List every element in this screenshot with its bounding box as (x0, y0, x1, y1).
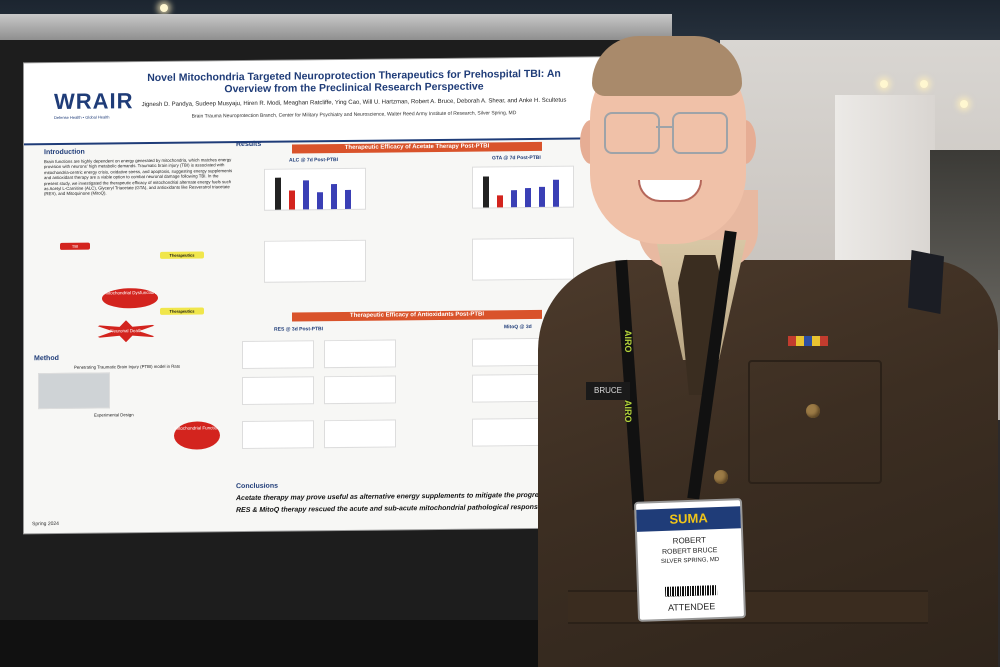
res-chart-5 (242, 420, 314, 450)
uniform-nametag: BRUCE (586, 382, 630, 400)
alc-chart-title: ALC @ 7d Post-PTBI (289, 157, 339, 164)
jacket-button (714, 470, 728, 484)
chart-bar (331, 183, 337, 210)
antioxidant-section-bar: Therapeutic Efficacy of Antioxidants Pos… (292, 309, 542, 322)
badge-role: ATTENDEE (667, 601, 716, 613)
chest-pocket (748, 360, 882, 484)
ceiling-light (920, 80, 928, 88)
mito-function-oval: Mitochondrial Function (174, 421, 220, 450)
lanyard-logo-2: AIRO (623, 400, 633, 423)
ceiling-light (160, 4, 168, 12)
badge-full-name: ROBERT BRUCE (661, 547, 718, 556)
person-in-uniform: AIRO AIRO BRUCE SUMA ROBERT ROBERT BRUCE… (528, 30, 1000, 667)
uniform-belt (568, 590, 928, 624)
flow-neuronal-death: Neuronal Death (94, 320, 158, 343)
flow-tbi: TBI (60, 242, 90, 250)
poster-season: Spring 2024 (32, 520, 59, 528)
chart-bar (289, 190, 295, 210)
badge-first-name: ROBERT (672, 535, 707, 546)
res-chart-3 (242, 376, 314, 406)
res-chart-6 (324, 419, 396, 449)
lanyard-logo: AIRO (623, 330, 633, 353)
res-chart-4 (324, 375, 396, 405)
poster-affiliation: Brain Trauma Neuroprotection Branch, Cen… (191, 110, 517, 120)
badge-location: SILVER SPRING, MD (660, 556, 720, 566)
chart-bar (497, 195, 503, 208)
flow-mito-dysfunction: Mitochondrial Dysfunction (102, 287, 158, 309)
experimental-design-label: Experimental Design (94, 412, 134, 418)
glasses-bridge (656, 126, 672, 128)
wrair-logo-tagline: Defense Health • Global Health (54, 114, 110, 121)
badge-barcode (664, 585, 718, 597)
glasses-lens-left (604, 112, 660, 154)
res-chart-title: RES @ 3d Post-PTBI (274, 326, 324, 333)
flow-therapeutics-2: Therapeutics (160, 307, 204, 315)
chart-bar (345, 190, 351, 209)
results-heading: Results (236, 140, 262, 149)
conclusions-heading: Conclusions (236, 482, 279, 491)
conclusion-1: Acetate therapy may prove useful as alte… (236, 491, 549, 503)
res-chart-1 (242, 340, 314, 370)
attendee-badge: SUMA ROBERT ROBERT BRUCE SILVER SPRING, … (633, 498, 747, 622)
chart-bar (275, 177, 281, 210)
hair (592, 36, 742, 96)
pocket-button (806, 404, 820, 418)
shoulder-patch (908, 250, 944, 314)
intro-text: Brain functions are highly dependent on … (44, 157, 233, 197)
flow-therapeutics: Therapeutics (160, 251, 204, 259)
poster-board-frame (0, 14, 672, 40)
acetate-section-bar: Therapeutic Efficacy of Acetate Therapy … (292, 141, 542, 154)
method-subheading: Penetrating Traumatic Brain Injury (PTBI… (74, 363, 181, 370)
alc-bar-chart (264, 167, 366, 211)
res-chart-2 (324, 339, 396, 369)
wrair-logo: WRAIR (54, 88, 134, 115)
poster-authors: Jignesh D. Pandya, Sudeep Musyaju, Hiren… (141, 97, 567, 109)
chart-bar (511, 190, 517, 208)
chart-bar (317, 192, 323, 210)
ceiling-light (960, 100, 968, 108)
chart-bar (303, 180, 309, 210)
method-photo (38, 372, 110, 410)
intro-heading: Introduction (44, 148, 85, 157)
ceiling-light (880, 80, 888, 88)
method-heading: Method (34, 354, 59, 363)
service-ribbon (788, 336, 828, 346)
conclusion-2: RES & MitoQ therapy rescued the acute an… (236, 503, 546, 515)
glasses-lens-right (672, 112, 728, 154)
badge-event: SUMA (636, 506, 741, 532)
chart-bar (483, 176, 489, 208)
poster-title: Novel Mitochondria Targeted Neuroprotect… (147, 67, 561, 96)
alc-window-chart (264, 239, 366, 283)
